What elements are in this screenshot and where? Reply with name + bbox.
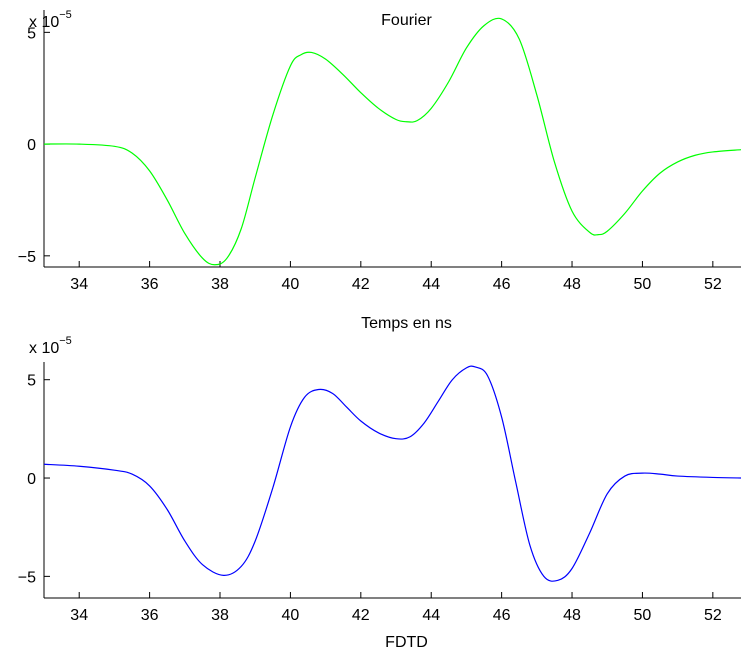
x-tick-label: 34 [70,276,88,293]
series-line-0 [44,366,741,581]
x-tick-label: 38 [211,276,229,293]
y-tick-label: 0 [27,137,36,154]
y-tick-label: −5 [18,569,36,586]
x-tick-label: 50 [634,607,652,624]
x-tick-label: 42 [352,276,370,293]
y-tick-label: −5 [18,249,36,266]
x-tick-label: 44 [422,607,440,624]
x-tick-label: 40 [282,276,300,293]
x-tick-label: 42 [352,607,370,624]
chart-title: Fourier [381,12,432,29]
y-exponent-label: x 10−5 [29,9,72,31]
y-tick-label: 5 [27,373,36,390]
x-tick-label: 40 [282,607,300,624]
x-tick-label: 48 [563,276,581,293]
x-tick-label: 52 [704,276,722,293]
x-tick-label: 34 [70,607,88,624]
x-axis-label: FDTD [385,634,428,651]
series-line-0 [44,18,741,264]
x-tick-label: 48 [563,607,581,624]
y-exponent-power: −5 [59,9,72,21]
x-tick-label: 36 [141,607,159,624]
x-tick-label: 50 [634,276,652,293]
y-exponent-base: x 10 [29,340,59,357]
x-tick-label: 46 [493,276,511,293]
x-tick-label: 44 [422,276,440,293]
y-exponent-base: x 10 [29,14,59,31]
x-tick-label: 52 [704,607,722,624]
x-axis-label: Temps en ns [361,315,452,332]
y-tick-label: 0 [27,471,36,488]
x-tick-label: 46 [493,607,511,624]
y-exponent-power: −5 [59,335,72,347]
x-tick-label: 36 [141,276,159,293]
y-exponent-label: x 10−5 [29,335,72,357]
x-tick-label: 38 [211,607,229,624]
